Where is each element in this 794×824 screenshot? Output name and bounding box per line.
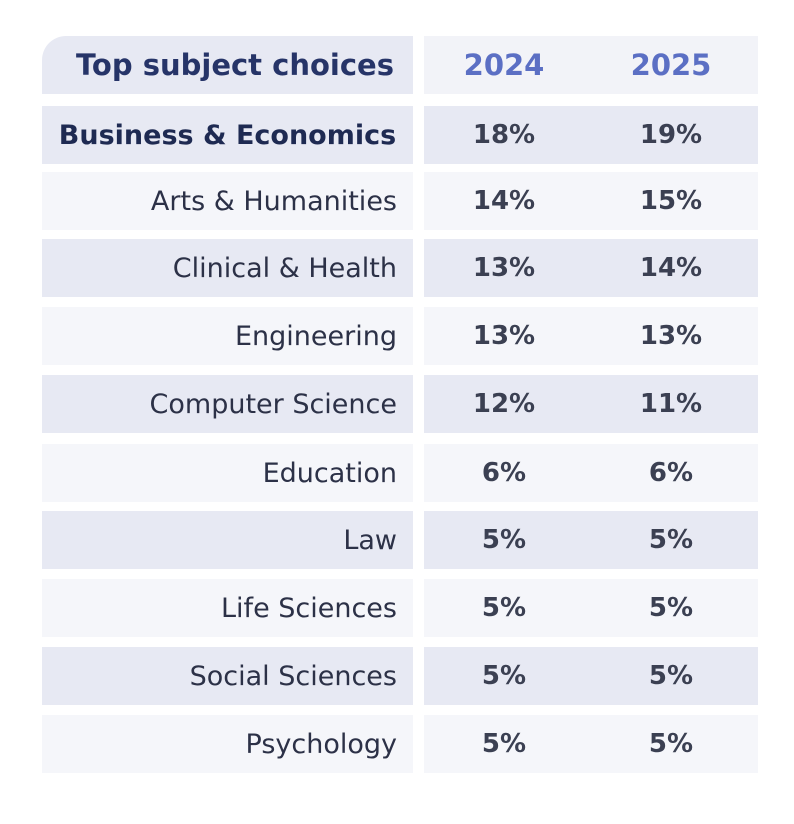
row-bg-right (424, 172, 758, 230)
row-bg-left (42, 647, 413, 705)
table-row: Business & Economics 18% 19% (42, 106, 758, 164)
value-2024: 12% (472, 389, 536, 419)
table-header: Top subject choices 2024 2025 (42, 36, 758, 94)
row-bg-right (424, 375, 758, 433)
table-title: Top subject choices (76, 48, 394, 82)
row-bg-left (42, 375, 413, 433)
value-2024: 5% (481, 661, 527, 691)
row-bg-left (42, 579, 413, 637)
subject-label: Education (262, 457, 397, 489)
table-row: Engineering 13% 13% (42, 307, 758, 365)
subject-label: Life Sciences (221, 592, 397, 624)
subject-label: Law (343, 524, 397, 556)
value-2025: 14% (639, 253, 703, 283)
value-2025: 15% (639, 186, 703, 216)
row-bg-right (424, 715, 758, 773)
row-bg-right (424, 647, 758, 705)
value-2025: 5% (648, 525, 694, 555)
row-bg-left (42, 307, 413, 365)
row-bg-left (42, 239, 413, 297)
row-bg-right (424, 239, 758, 297)
row-bg-left (42, 715, 413, 773)
row-bg-right (424, 106, 758, 164)
table-row: Clinical & Health 13% 14% (42, 239, 758, 297)
value-2024: 5% (481, 593, 527, 623)
table-row: Social Sciences 5% 5% (42, 647, 758, 705)
row-bg-left (42, 172, 413, 230)
value-2025: 6% (648, 458, 694, 488)
value-2024: 5% (481, 729, 527, 759)
value-2025: 13% (639, 321, 703, 351)
row-bg-left (42, 444, 413, 502)
value-2024: 6% (481, 458, 527, 488)
value-2024: 13% (472, 321, 536, 351)
value-2024: 13% (472, 253, 536, 283)
row-bg-right (424, 511, 758, 569)
row-bg-left (42, 511, 413, 569)
subject-label: Arts & Humanities (150, 185, 397, 217)
table-row: Arts & Humanities 14% 15% (42, 172, 758, 230)
header-bg-left (42, 36, 413, 94)
value-2025: 5% (648, 729, 694, 759)
value-2025: 5% (648, 593, 694, 623)
subject-label: Clinical & Health (172, 252, 397, 284)
subject-label: Social Sciences (189, 660, 397, 692)
row-bg-right (424, 579, 758, 637)
column-header-2025: 2025 (630, 48, 712, 82)
subject-label: Business & Economics (58, 119, 397, 151)
value-2024: 14% (472, 186, 536, 216)
table-row: Computer Science 12% 11% (42, 375, 758, 433)
subject-label: Psychology (245, 728, 397, 760)
value-2025: 19% (639, 120, 703, 150)
subject-label: Engineering (235, 320, 397, 352)
table-row: Education 6% 6% (42, 444, 758, 502)
value-2025: 11% (639, 389, 703, 419)
value-2024: 18% (472, 120, 536, 150)
table-row: Law 5% 5% (42, 511, 758, 569)
table-row: Life Sciences 5% 5% (42, 579, 758, 637)
table-row: Psychology 5% 5% (42, 715, 758, 773)
column-header-2024: 2024 (463, 48, 545, 82)
header-bg-right (424, 36, 758, 94)
row-bg-left (42, 106, 413, 164)
value-2025: 5% (648, 661, 694, 691)
row-bg-right (424, 307, 758, 365)
row-bg-right (424, 444, 758, 502)
subject-label: Computer Science (149, 388, 397, 420)
value-2024: 5% (481, 525, 527, 555)
